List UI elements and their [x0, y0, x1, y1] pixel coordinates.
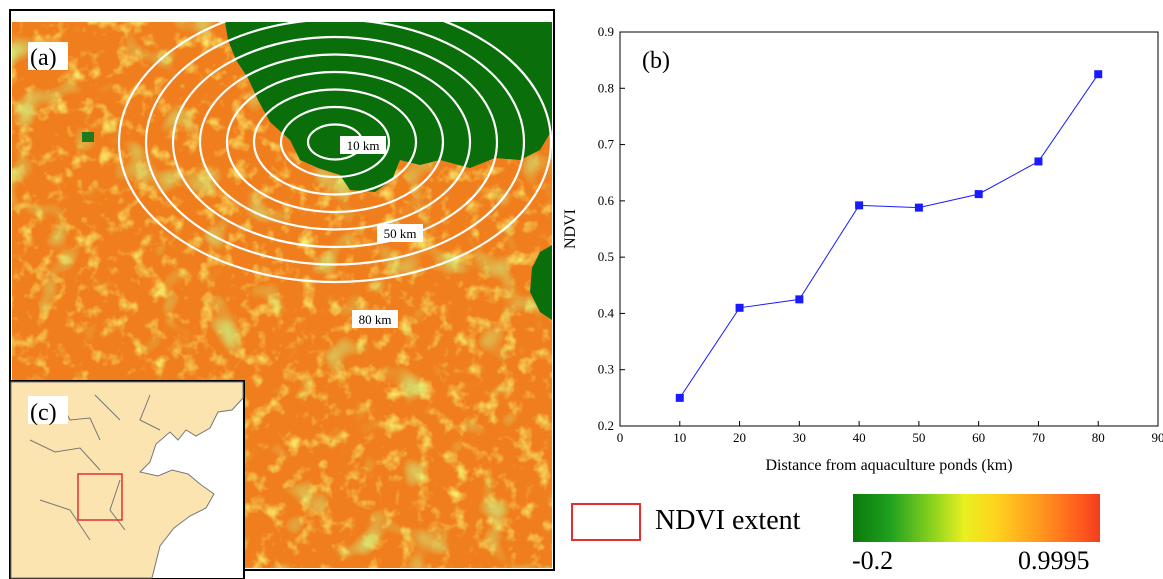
ndvi-series-line: [679, 73, 1099, 399]
ndvi-extent-box: [77, 473, 123, 521]
x-tick-label: 80: [1092, 430, 1105, 445]
buffer-ring-40: [225, 70, 445, 214]
svg-text:50 km: 50 km: [384, 226, 417, 241]
y-tick-label: 0.8: [598, 80, 614, 95]
y-tick-label: 0.4: [598, 305, 615, 320]
x-tick-label: 50: [912, 430, 925, 445]
sea-east-coast: [530, 245, 552, 320]
buffer-ring-80: [117, 22, 552, 284]
data-point: [735, 303, 744, 312]
buffer-ring-20: [279, 105, 391, 179]
ndvi-map: 10 km 50 km 80 km (a) (c): [9, 9, 555, 579]
svg-text:10 km: 10 km: [347, 138, 380, 153]
legend-extent-label: NDVI extent: [655, 505, 801, 536]
y-tick-label: 0.5: [598, 249, 614, 264]
y-tick-label: 0.9: [598, 24, 614, 39]
y-tick-label: 0.3: [598, 362, 614, 377]
data-point: [795, 295, 804, 304]
x-tick-label: 10: [673, 430, 686, 445]
x-tick-label: 20: [733, 430, 746, 445]
buffer-label-80: 80 km: [352, 310, 398, 328]
x-tick-label: 30: [793, 430, 806, 445]
buffer-rings: [117, 22, 552, 284]
panel-b-label: (b): [642, 48, 670, 74]
x-tick-label: 60: [972, 430, 985, 445]
data-point: [1034, 157, 1043, 166]
inset-land: [10, 381, 244, 579]
buffer-ring-30: [252, 88, 418, 196]
data-point: [914, 203, 923, 212]
x-tick-label: 70: [1032, 430, 1045, 445]
data-point: [1094, 70, 1103, 79]
plot-frame: [619, 31, 1159, 427]
y-tick-label: 0.6: [598, 193, 615, 208]
panel-a-label: (a): [30, 45, 57, 71]
buffer-ring-60: [171, 35, 499, 249]
y-tick-label: 0.7: [598, 137, 615, 152]
ndvi-distance-chart: 0 10 20 30 40 50 60 70 80 90 0.2 0.3 0.4 0.5 0.6 0.7 0.8…: [562, 24, 1163, 474]
x-tick-label: 0: [617, 430, 624, 445]
colorbar-max-label: 0.9995: [1018, 546, 1090, 575]
buffer-ring-70: [144, 22, 526, 266]
y-axis-label: NDVI: [562, 209, 579, 249]
data-point: [974, 190, 983, 199]
data-point: [855, 201, 864, 210]
buffer-ring-50: [198, 53, 472, 231]
legend-extent-swatch: [571, 503, 641, 541]
colorbar-min-label: -0.2: [852, 546, 894, 575]
x-axis-label: Distance from aquaculture ponds (km): [765, 457, 1012, 474]
reservoir: [82, 132, 94, 142]
x-tick-label: 90: [1152, 430, 1163, 445]
svg-text:80 km: 80 km: [359, 312, 392, 327]
x-tick-label: 40: [853, 430, 866, 445]
ndvi-colorbar: [853, 494, 1100, 542]
y-tick-label: 0.2: [598, 418, 614, 433]
buffer-label-10: 10 km: [340, 136, 386, 154]
inset-map: (c): [9, 380, 245, 579]
panel-c-label: (c): [30, 400, 57, 426]
buffer-label-50: 50 km: [377, 224, 423, 242]
data-point: [675, 393, 684, 402]
